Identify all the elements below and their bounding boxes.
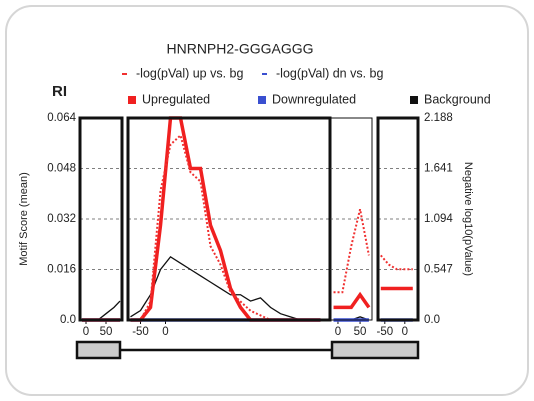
chart-title: HNRNPH2-GGGAGGG [166,41,313,57]
y2-tick-label: 1.094 [424,213,453,225]
y-tick-label: 0.032 [47,213,76,225]
panel-frame [376,116,420,322]
y-tick-label: 0.048 [47,163,76,175]
legend-label: Background [424,92,491,106]
series-line [130,133,321,321]
series-line [130,256,321,321]
x-tick-label: 50 [100,326,113,338]
y2-tick-label: 2.188 [424,112,453,124]
legend-label: -log(pVal) up vs. bg [136,66,244,80]
legend-label: Downregulated [272,92,356,106]
legend-label: -log(pVal) dn vs. bg [276,66,384,80]
series-line [333,291,371,310]
gene-structure [75,340,420,360]
legend-marker [410,96,418,104]
legend-marker [128,96,136,104]
x-tick-label: -50 [376,326,393,338]
y2-axis-title: Negative log10(pValue) [462,162,474,276]
y-tick-label: 0.0 [60,314,76,326]
x-tick-label: 0 [335,326,341,338]
y-axis-title: Motif Score (mean) [18,172,30,266]
y-tick-label: 0.064 [47,112,76,124]
legend-label: Upregulated [142,92,210,106]
panel-frame [78,116,124,322]
x-tick-label: 0 [162,326,168,338]
x-tick-label: 0 [402,326,408,338]
y-tick-label: 0.016 [47,264,76,276]
x-tick-label: 50 [354,326,367,338]
y2-tick-label: 1.641 [424,163,453,175]
x-tick-label: -50 [132,326,149,338]
panel-frame [329,117,373,321]
x-tick-label: 0 [83,326,89,338]
legend-marker [258,96,266,104]
series-line [333,208,370,294]
card [5,5,529,396]
series-line [380,254,413,271]
y2-tick-label: 0.547 [424,264,453,276]
panel-label: RI [52,83,67,100]
y2-tick-label: 0.0 [424,314,440,326]
